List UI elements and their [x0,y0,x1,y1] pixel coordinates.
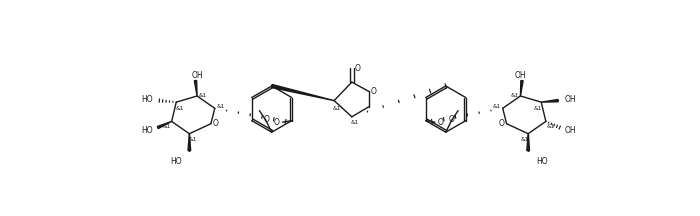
Polygon shape [521,81,523,96]
Text: &1: &1 [188,137,197,142]
Text: &1: &1 [510,94,519,98]
Text: HO: HO [536,157,547,166]
Text: O: O [438,118,444,127]
Text: O: O [213,119,218,128]
Text: OH: OH [191,71,203,81]
Text: &1: &1 [175,106,183,111]
Text: &1: &1 [199,94,207,98]
Text: O: O [355,64,361,73]
Text: O: O [263,115,270,124]
Polygon shape [272,84,334,101]
Text: O: O [499,119,505,128]
Text: HO: HO [141,126,153,135]
Text: O: O [274,118,279,127]
Text: O: O [448,115,454,124]
Text: &1: &1 [547,124,554,129]
Text: &1: &1 [351,121,359,125]
Text: HO: HO [141,95,153,104]
Text: OH: OH [564,126,576,135]
Polygon shape [158,121,172,129]
Polygon shape [527,134,529,151]
Text: &1: &1 [163,124,171,129]
Text: O: O [370,87,377,96]
Text: OH: OH [514,71,526,81]
Text: &1: &1 [493,104,500,109]
Text: OH: OH [564,95,576,104]
Text: &1: &1 [521,137,529,142]
Text: &1: &1 [217,104,225,109]
Polygon shape [188,134,190,151]
Text: HO: HO [170,157,182,166]
Text: &1: &1 [534,106,542,111]
Text: &1: &1 [332,106,340,111]
Polygon shape [541,99,559,102]
Polygon shape [195,81,197,96]
